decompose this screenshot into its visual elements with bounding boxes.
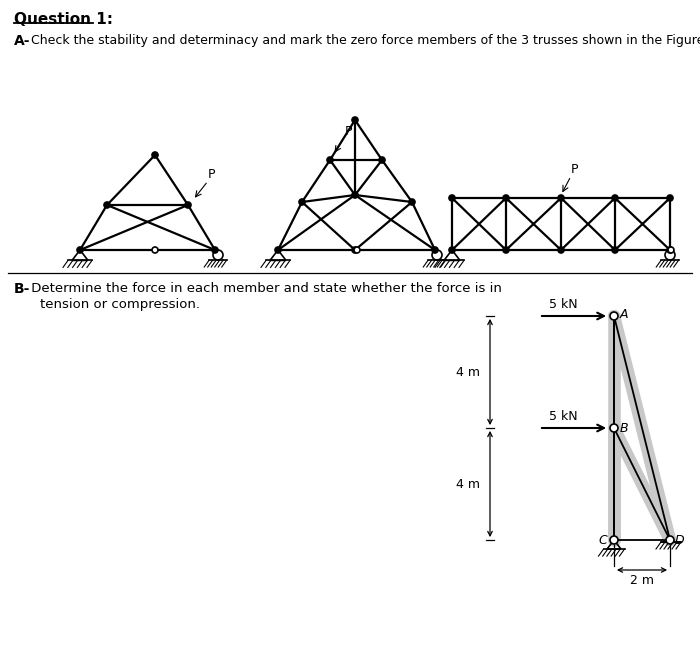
Text: 4 m: 4 m <box>456 365 480 378</box>
Circle shape <box>667 195 673 201</box>
Circle shape <box>558 247 564 253</box>
Circle shape <box>610 536 618 544</box>
Text: P: P <box>345 125 353 138</box>
Text: tension or compression.: tension or compression. <box>40 298 200 311</box>
Text: Check the stability and determinacy and mark the zero force members of the 3 tru: Check the stability and determinacy and … <box>27 34 700 47</box>
Circle shape <box>104 202 110 208</box>
Circle shape <box>275 247 281 253</box>
Text: Determine the force in each member and state whether the force is in: Determine the force in each member and s… <box>27 282 502 295</box>
Text: 5 kN: 5 kN <box>549 298 578 311</box>
Circle shape <box>379 157 385 163</box>
Circle shape <box>352 192 358 198</box>
Text: 4 m: 4 m <box>456 478 480 491</box>
Circle shape <box>610 424 618 432</box>
Circle shape <box>610 312 618 320</box>
Circle shape <box>212 247 218 253</box>
Circle shape <box>503 195 509 201</box>
Circle shape <box>612 195 618 201</box>
Text: 2 m: 2 m <box>630 573 654 586</box>
Text: A-: A- <box>14 34 31 48</box>
Text: P: P <box>571 163 578 176</box>
Circle shape <box>666 536 674 544</box>
Circle shape <box>152 152 158 158</box>
Circle shape <box>449 195 455 201</box>
Text: P: P <box>208 168 216 181</box>
Circle shape <box>352 247 358 253</box>
Text: D: D <box>675 533 685 546</box>
Circle shape <box>352 117 358 123</box>
Text: B: B <box>620 421 629 435</box>
Circle shape <box>503 247 509 253</box>
Circle shape <box>558 195 564 201</box>
Text: C: C <box>598 533 607 546</box>
Text: 5 kN: 5 kN <box>549 410 578 423</box>
Circle shape <box>667 247 673 253</box>
Circle shape <box>409 199 415 205</box>
Text: B-: B- <box>14 282 30 296</box>
Circle shape <box>185 202 191 208</box>
Circle shape <box>668 247 674 253</box>
Circle shape <box>152 247 158 253</box>
Circle shape <box>432 247 438 253</box>
Circle shape <box>77 247 83 253</box>
Circle shape <box>612 247 618 253</box>
Text: A: A <box>620 308 629 321</box>
Circle shape <box>299 199 305 205</box>
Circle shape <box>327 157 333 163</box>
Circle shape <box>449 247 455 253</box>
Circle shape <box>354 247 360 253</box>
Text: Question 1:: Question 1: <box>14 12 113 27</box>
